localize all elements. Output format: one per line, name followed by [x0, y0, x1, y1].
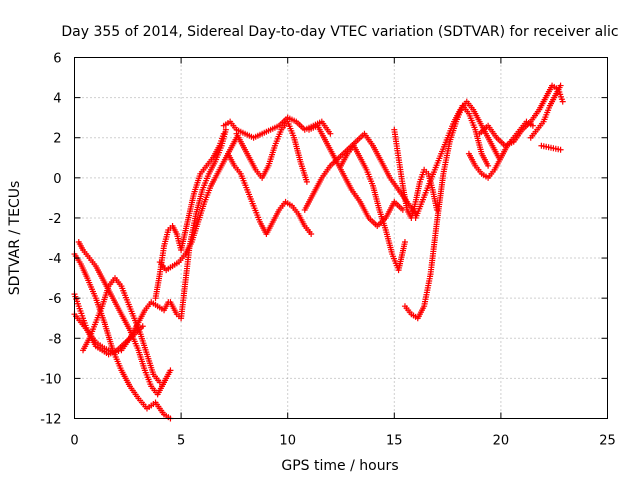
data-point	[308, 230, 315, 237]
y-axis-title: SDTVAR / TECUs	[7, 181, 23, 296]
y-tick-label: 2	[53, 132, 61, 147]
x-tick-label: 5	[177, 434, 185, 449]
series-track-15	[391, 126, 440, 221]
y-tick-label: -10	[40, 372, 61, 387]
axis-ticks	[74, 57, 608, 419]
tick-labels: 0 5 10 15 20 25 -12 -10 -8 -6 -4 -2 0 2 4 6	[40, 52, 616, 449]
y-tick-label: -4	[49, 252, 62, 267]
y-tick-label: -2	[49, 212, 62, 227]
data-point	[557, 82, 564, 89]
data-point	[485, 162, 492, 169]
series-track-13	[301, 130, 419, 217]
series-track-6	[152, 130, 227, 302]
data-point	[303, 178, 310, 185]
x-tick-label: 0	[70, 434, 78, 449]
series-track-1	[71, 251, 174, 422]
y-tick-label: -6	[49, 292, 62, 307]
series-track-14	[338, 142, 408, 274]
y-tick-label: -8	[49, 332, 62, 347]
grid	[74, 57, 608, 419]
series-track-isolated	[538, 142, 564, 153]
x-tick-label: 15	[386, 434, 403, 449]
y-tick-label: 4	[53, 92, 61, 107]
x-tick-label: 25	[599, 434, 616, 449]
data-point	[156, 379, 163, 386]
x-axis-title: GPS time / hours	[281, 458, 398, 474]
series-track-8	[156, 134, 240, 274]
data-point	[557, 146, 564, 153]
data-point	[401, 239, 408, 246]
data-point	[167, 367, 174, 374]
data-point	[222, 126, 229, 133]
chart-title: Day 355 of 2014, Sidereal Day-to-day VTE…	[61, 24, 618, 40]
series-track-16	[401, 102, 492, 322]
series-track-11	[233, 118, 310, 185]
plot-frame	[74, 57, 608, 419]
data-point	[139, 323, 146, 330]
series-track-19	[476, 82, 566, 149]
y-tick-label: 6	[53, 52, 61, 67]
data-points	[71, 82, 566, 422]
data-point	[529, 122, 536, 129]
series-track-10	[225, 150, 315, 237]
y-tick-label: -12	[40, 413, 61, 428]
series-track-20	[527, 82, 564, 141]
data-point	[327, 130, 334, 137]
series-track-17	[412, 98, 502, 221]
data-point	[559, 98, 566, 105]
y-tick-label: 0	[53, 172, 61, 187]
x-tick-label: 10	[279, 434, 296, 449]
x-tick-label: 20	[493, 434, 510, 449]
series-track-5	[71, 291, 146, 358]
